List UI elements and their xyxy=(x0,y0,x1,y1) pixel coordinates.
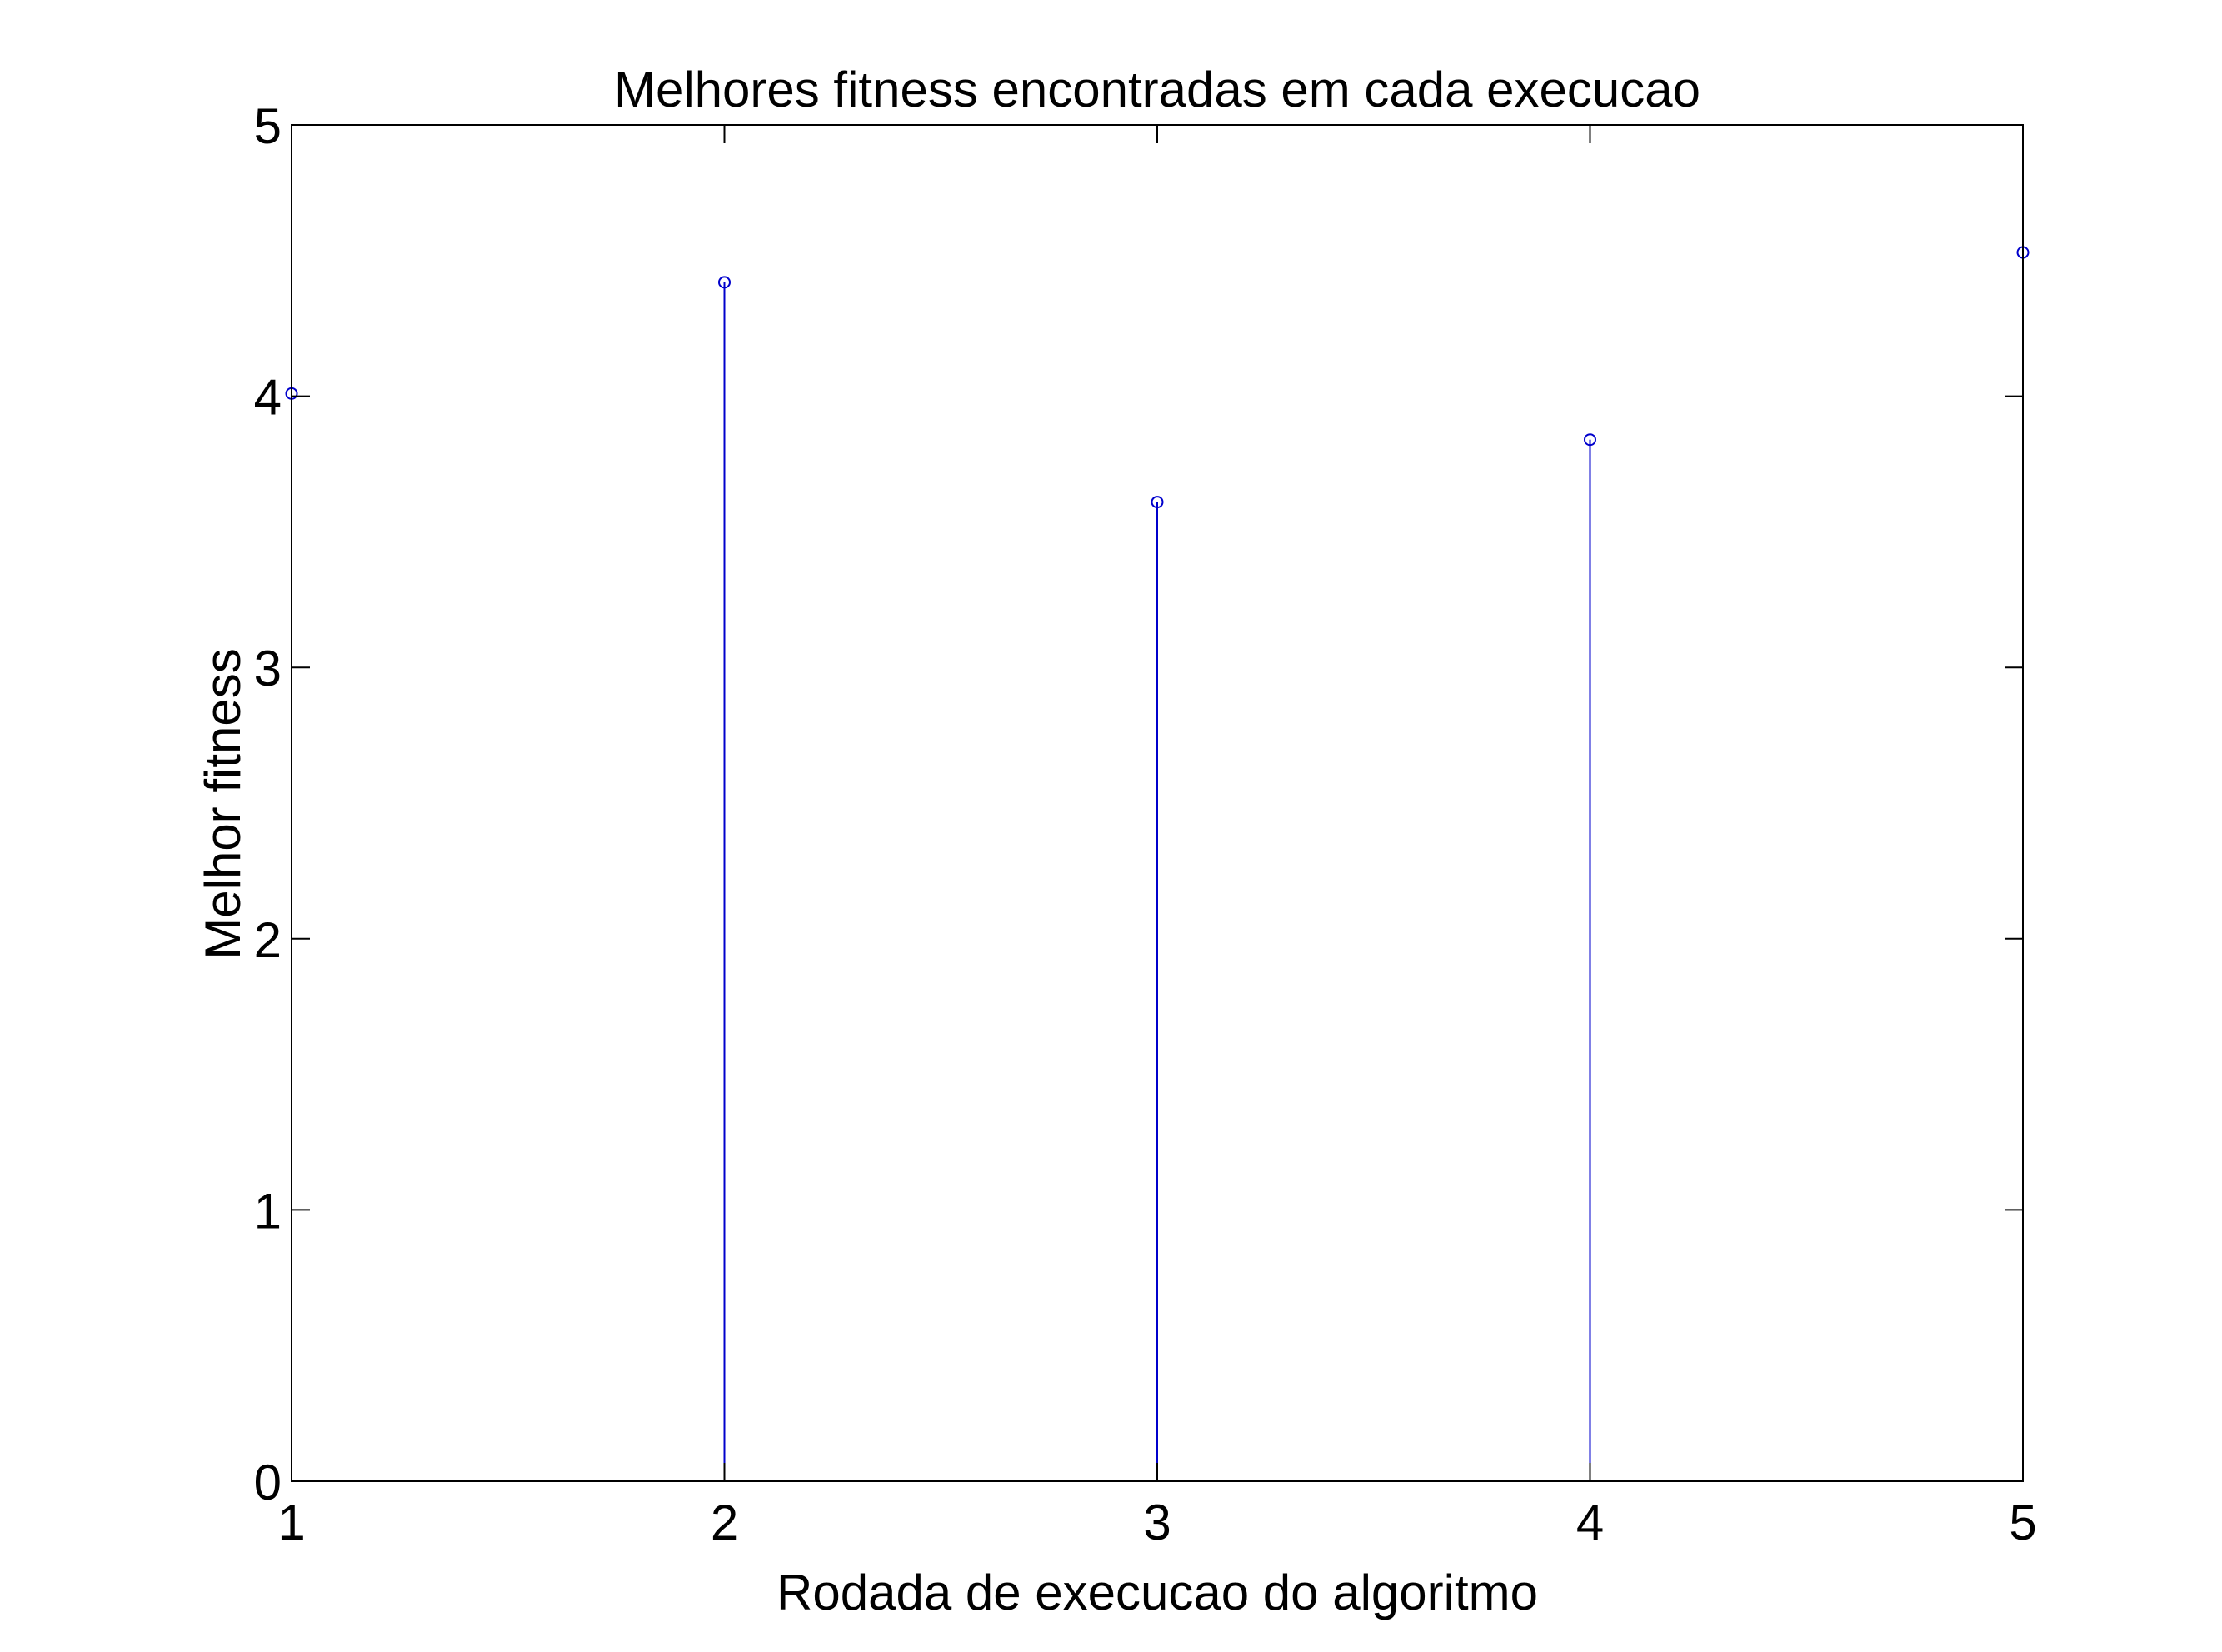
x-axis-label: Rodada de execucao do algoritmo xyxy=(776,1565,1538,1620)
stem-marker xyxy=(1584,433,1596,447)
x-tick-label: 2 xyxy=(711,1495,738,1550)
stem-marker xyxy=(718,276,731,289)
y-tick-label: 2 xyxy=(254,912,282,968)
x-tick-label: 4 xyxy=(1576,1495,1604,1550)
y-axis-label: Melhor fitness xyxy=(195,648,251,959)
y-tick-label: 3 xyxy=(254,641,282,696)
x-tick-label: 1 xyxy=(277,1495,305,1550)
chart-title: Melhores fitness encontradas em cada exe… xyxy=(614,62,1700,117)
x-tick-label: 3 xyxy=(1143,1495,1171,1550)
x-tick-label: 5 xyxy=(2009,1495,2036,1550)
y-tick-label: 4 xyxy=(254,370,282,426)
y-tick-label: 0 xyxy=(254,1455,282,1510)
y-tick-label: 1 xyxy=(254,1183,282,1239)
plot-area-frame xyxy=(291,124,2024,1482)
y-tick-label: 5 xyxy=(254,98,282,154)
stem-marker xyxy=(1151,496,1164,509)
